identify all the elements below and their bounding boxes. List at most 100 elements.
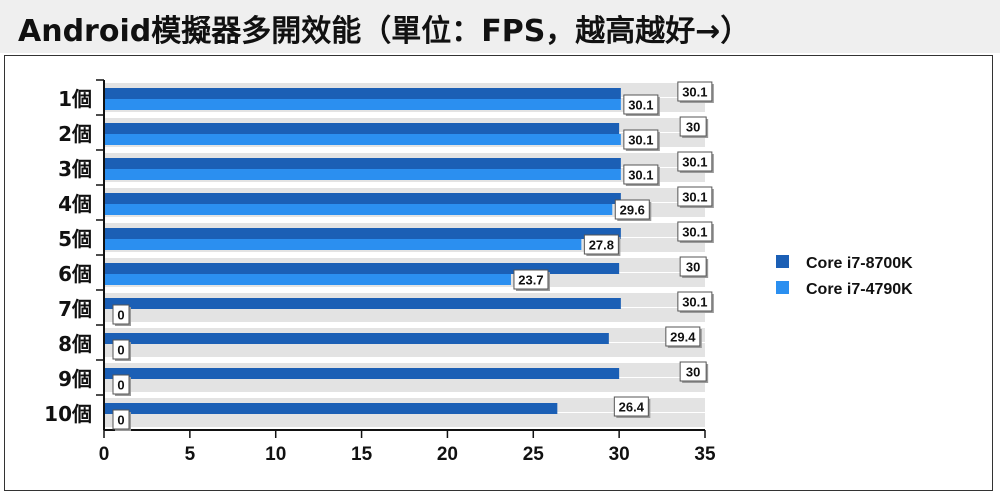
category-label: 5個 bbox=[58, 227, 92, 251]
data-label-8700k: 30 bbox=[679, 361, 709, 383]
data-label-8700k-text: 30 bbox=[686, 120, 700, 135]
data-label-4790k-box bbox=[112, 409, 130, 430]
data-label-8700k-text: 30.1 bbox=[682, 295, 707, 310]
bar-8700k bbox=[104, 193, 621, 204]
x-tick-label: 0 bbox=[99, 444, 110, 465]
data-label-8700k: 30.1 bbox=[677, 221, 714, 243]
data-label-8700k-text: 30.1 bbox=[682, 225, 707, 240]
data-label-8700k-box bbox=[677, 291, 713, 312]
data-label-8700k-box bbox=[613, 396, 649, 417]
data-label-8700k: 29.4 bbox=[665, 326, 702, 348]
category-label: 8個 bbox=[58, 332, 92, 356]
data-label-8700k: 30.1 bbox=[677, 186, 714, 208]
bar-8700k bbox=[104, 263, 620, 274]
category-label: 6個 bbox=[58, 262, 92, 286]
data-label-8700k-box bbox=[679, 361, 707, 382]
data-label-4790k-text: 27.8 bbox=[589, 238, 614, 253]
data-label-4790k-box bbox=[112, 339, 130, 360]
x-tick-label: 35 bbox=[694, 444, 716, 465]
data-label-8700k-box bbox=[679, 116, 707, 137]
bar-4790k bbox=[104, 204, 613, 215]
legend-entry: Core i7-8700K bbox=[806, 255, 913, 272]
bar-4790k bbox=[104, 99, 621, 110]
data-label-8700k: 30.1 bbox=[677, 81, 714, 103]
data-label-4790k-text: 30.1 bbox=[628, 168, 653, 183]
data-label-4790k: 30.1 bbox=[623, 164, 660, 186]
legend-swatch bbox=[776, 255, 789, 268]
category-label: 1個 bbox=[58, 87, 92, 111]
chart-title: Android模擬器多開效能（單位：FPS，越高越好→） bbox=[18, 14, 751, 49]
data-label-4790k: 0 bbox=[112, 409, 131, 431]
legend-entry: Core i7-4790K bbox=[806, 281, 913, 298]
title-band bbox=[0, 0, 1000, 53]
bar-8700k bbox=[104, 298, 621, 309]
data-label-4790k-box bbox=[623, 164, 659, 185]
data-label-4790k-box bbox=[112, 304, 130, 325]
category-label: 9個 bbox=[58, 367, 92, 391]
data-label-4790k: 30.1 bbox=[623, 94, 660, 116]
data-label-4790k-box bbox=[583, 234, 619, 255]
data-label-4790k-text: 30.1 bbox=[628, 98, 653, 113]
legend-swatch bbox=[776, 281, 789, 294]
data-label-8700k-text: 30 bbox=[686, 260, 700, 275]
bar-8700k bbox=[104, 403, 558, 414]
data-label-8700k: 30.1 bbox=[677, 151, 714, 173]
category-label: 2個 bbox=[58, 122, 92, 146]
x-tick-label: 5 bbox=[185, 444, 196, 465]
data-label-4790k-text: 0 bbox=[117, 308, 124, 323]
data-label-8700k: 30 bbox=[679, 116, 709, 138]
bar-8700k bbox=[104, 88, 621, 99]
data-label-4790k-box bbox=[614, 199, 650, 220]
data-label-8700k: 30.1 bbox=[677, 291, 714, 313]
x-tick-label: 10 bbox=[265, 444, 286, 465]
data-label-8700k-box bbox=[677, 221, 713, 242]
data-label-4790k-text: 0 bbox=[117, 343, 124, 358]
data-label-4790k: 0 bbox=[112, 339, 131, 361]
bar-8700k bbox=[104, 333, 609, 344]
category-label: 3個 bbox=[58, 157, 92, 181]
bar-4790k bbox=[104, 239, 582, 250]
bar-8700k bbox=[104, 368, 620, 379]
data-label-8700k-text: 30.1 bbox=[682, 190, 707, 205]
data-label-4790k-box bbox=[513, 269, 549, 290]
bar-4790k bbox=[104, 274, 511, 285]
category-label: 7個 bbox=[58, 297, 92, 321]
bar-8700k bbox=[104, 123, 620, 134]
data-label-8700k: 26.4 bbox=[613, 396, 651, 418]
data-label-4790k-box bbox=[623, 129, 659, 150]
bar-4790k bbox=[104, 134, 621, 145]
data-label-8700k: 30 bbox=[679, 256, 709, 278]
data-label-4790k: 30.1 bbox=[623, 129, 660, 151]
data-label-8700k-box bbox=[665, 326, 701, 347]
data-label-8700k-box bbox=[677, 151, 713, 172]
data-label-8700k-text: 30.1 bbox=[682, 155, 707, 170]
data-label-4790k: 0 bbox=[112, 304, 131, 326]
data-label-8700k-text: 30.1 bbox=[682, 85, 707, 100]
data-label-4790k-text: 0 bbox=[117, 378, 124, 393]
data-label-8700k-text: 26.4 bbox=[619, 400, 645, 415]
data-label-4790k-text: 0 bbox=[117, 413, 124, 428]
bar-4790k bbox=[104, 169, 621, 180]
x-tick-label: 30 bbox=[609, 444, 630, 465]
data-label-4790k: 23.7 bbox=[513, 269, 550, 291]
data-label-8700k-box bbox=[677, 186, 713, 207]
x-tick-label: 20 bbox=[437, 444, 458, 465]
data-label-4790k-text: 30.1 bbox=[628, 133, 653, 148]
category-label: 4個 bbox=[58, 192, 92, 216]
bar-8700k bbox=[104, 158, 621, 169]
x-tick-label: 25 bbox=[523, 444, 545, 465]
data-label-8700k-text: 29.4 bbox=[670, 330, 696, 345]
data-label-8700k-box bbox=[677, 81, 713, 102]
data-label-4790k: 29.6 bbox=[614, 199, 652, 221]
data-label-4790k-text: 29.6 bbox=[620, 203, 645, 218]
x-tick-label: 15 bbox=[351, 444, 373, 465]
bar-8700k bbox=[104, 228, 621, 239]
data-label-4790k-text: 23.7 bbox=[518, 273, 543, 288]
data-label-4790k-box bbox=[623, 94, 659, 115]
data-label-4790k-box bbox=[112, 374, 130, 395]
data-label-8700k-box bbox=[679, 256, 707, 277]
data-label-8700k-text: 30 bbox=[686, 365, 700, 380]
data-label-4790k: 0 bbox=[112, 374, 131, 396]
data-label-4790k: 27.8 bbox=[583, 234, 621, 256]
